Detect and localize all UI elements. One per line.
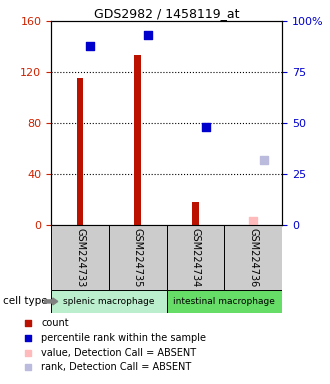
Bar: [109, 225, 167, 290]
Point: [251, 217, 256, 223]
Bar: [134, 55, 141, 225]
Point: [261, 156, 266, 162]
Point: [146, 32, 151, 38]
Text: rank, Detection Call = ABSENT: rank, Detection Call = ABSENT: [41, 362, 191, 372]
Text: GSM224735: GSM224735: [133, 228, 143, 287]
Text: cell type: cell type: [3, 296, 48, 306]
Point: [88, 43, 93, 49]
Bar: [224, 225, 282, 290]
Text: value, Detection Call = ABSENT: value, Detection Call = ABSENT: [41, 348, 196, 358]
Bar: [51, 225, 109, 290]
Bar: [51, 290, 167, 313]
Point: [203, 124, 209, 130]
Text: GSM224734: GSM224734: [190, 228, 201, 287]
Text: splenic macrophage: splenic macrophage: [63, 297, 155, 306]
Text: GSM224733: GSM224733: [75, 228, 85, 287]
Text: percentile rank within the sample: percentile rank within the sample: [41, 333, 206, 343]
Bar: [167, 290, 282, 313]
Bar: [250, 221, 257, 225]
Title: GDS2982 / 1458119_at: GDS2982 / 1458119_at: [94, 7, 239, 20]
Bar: [192, 202, 199, 225]
Bar: [167, 225, 224, 290]
Text: GSM224736: GSM224736: [248, 228, 258, 287]
Text: count: count: [41, 318, 69, 328]
Text: intestinal macrophage: intestinal macrophage: [174, 297, 275, 306]
Bar: [77, 78, 83, 225]
